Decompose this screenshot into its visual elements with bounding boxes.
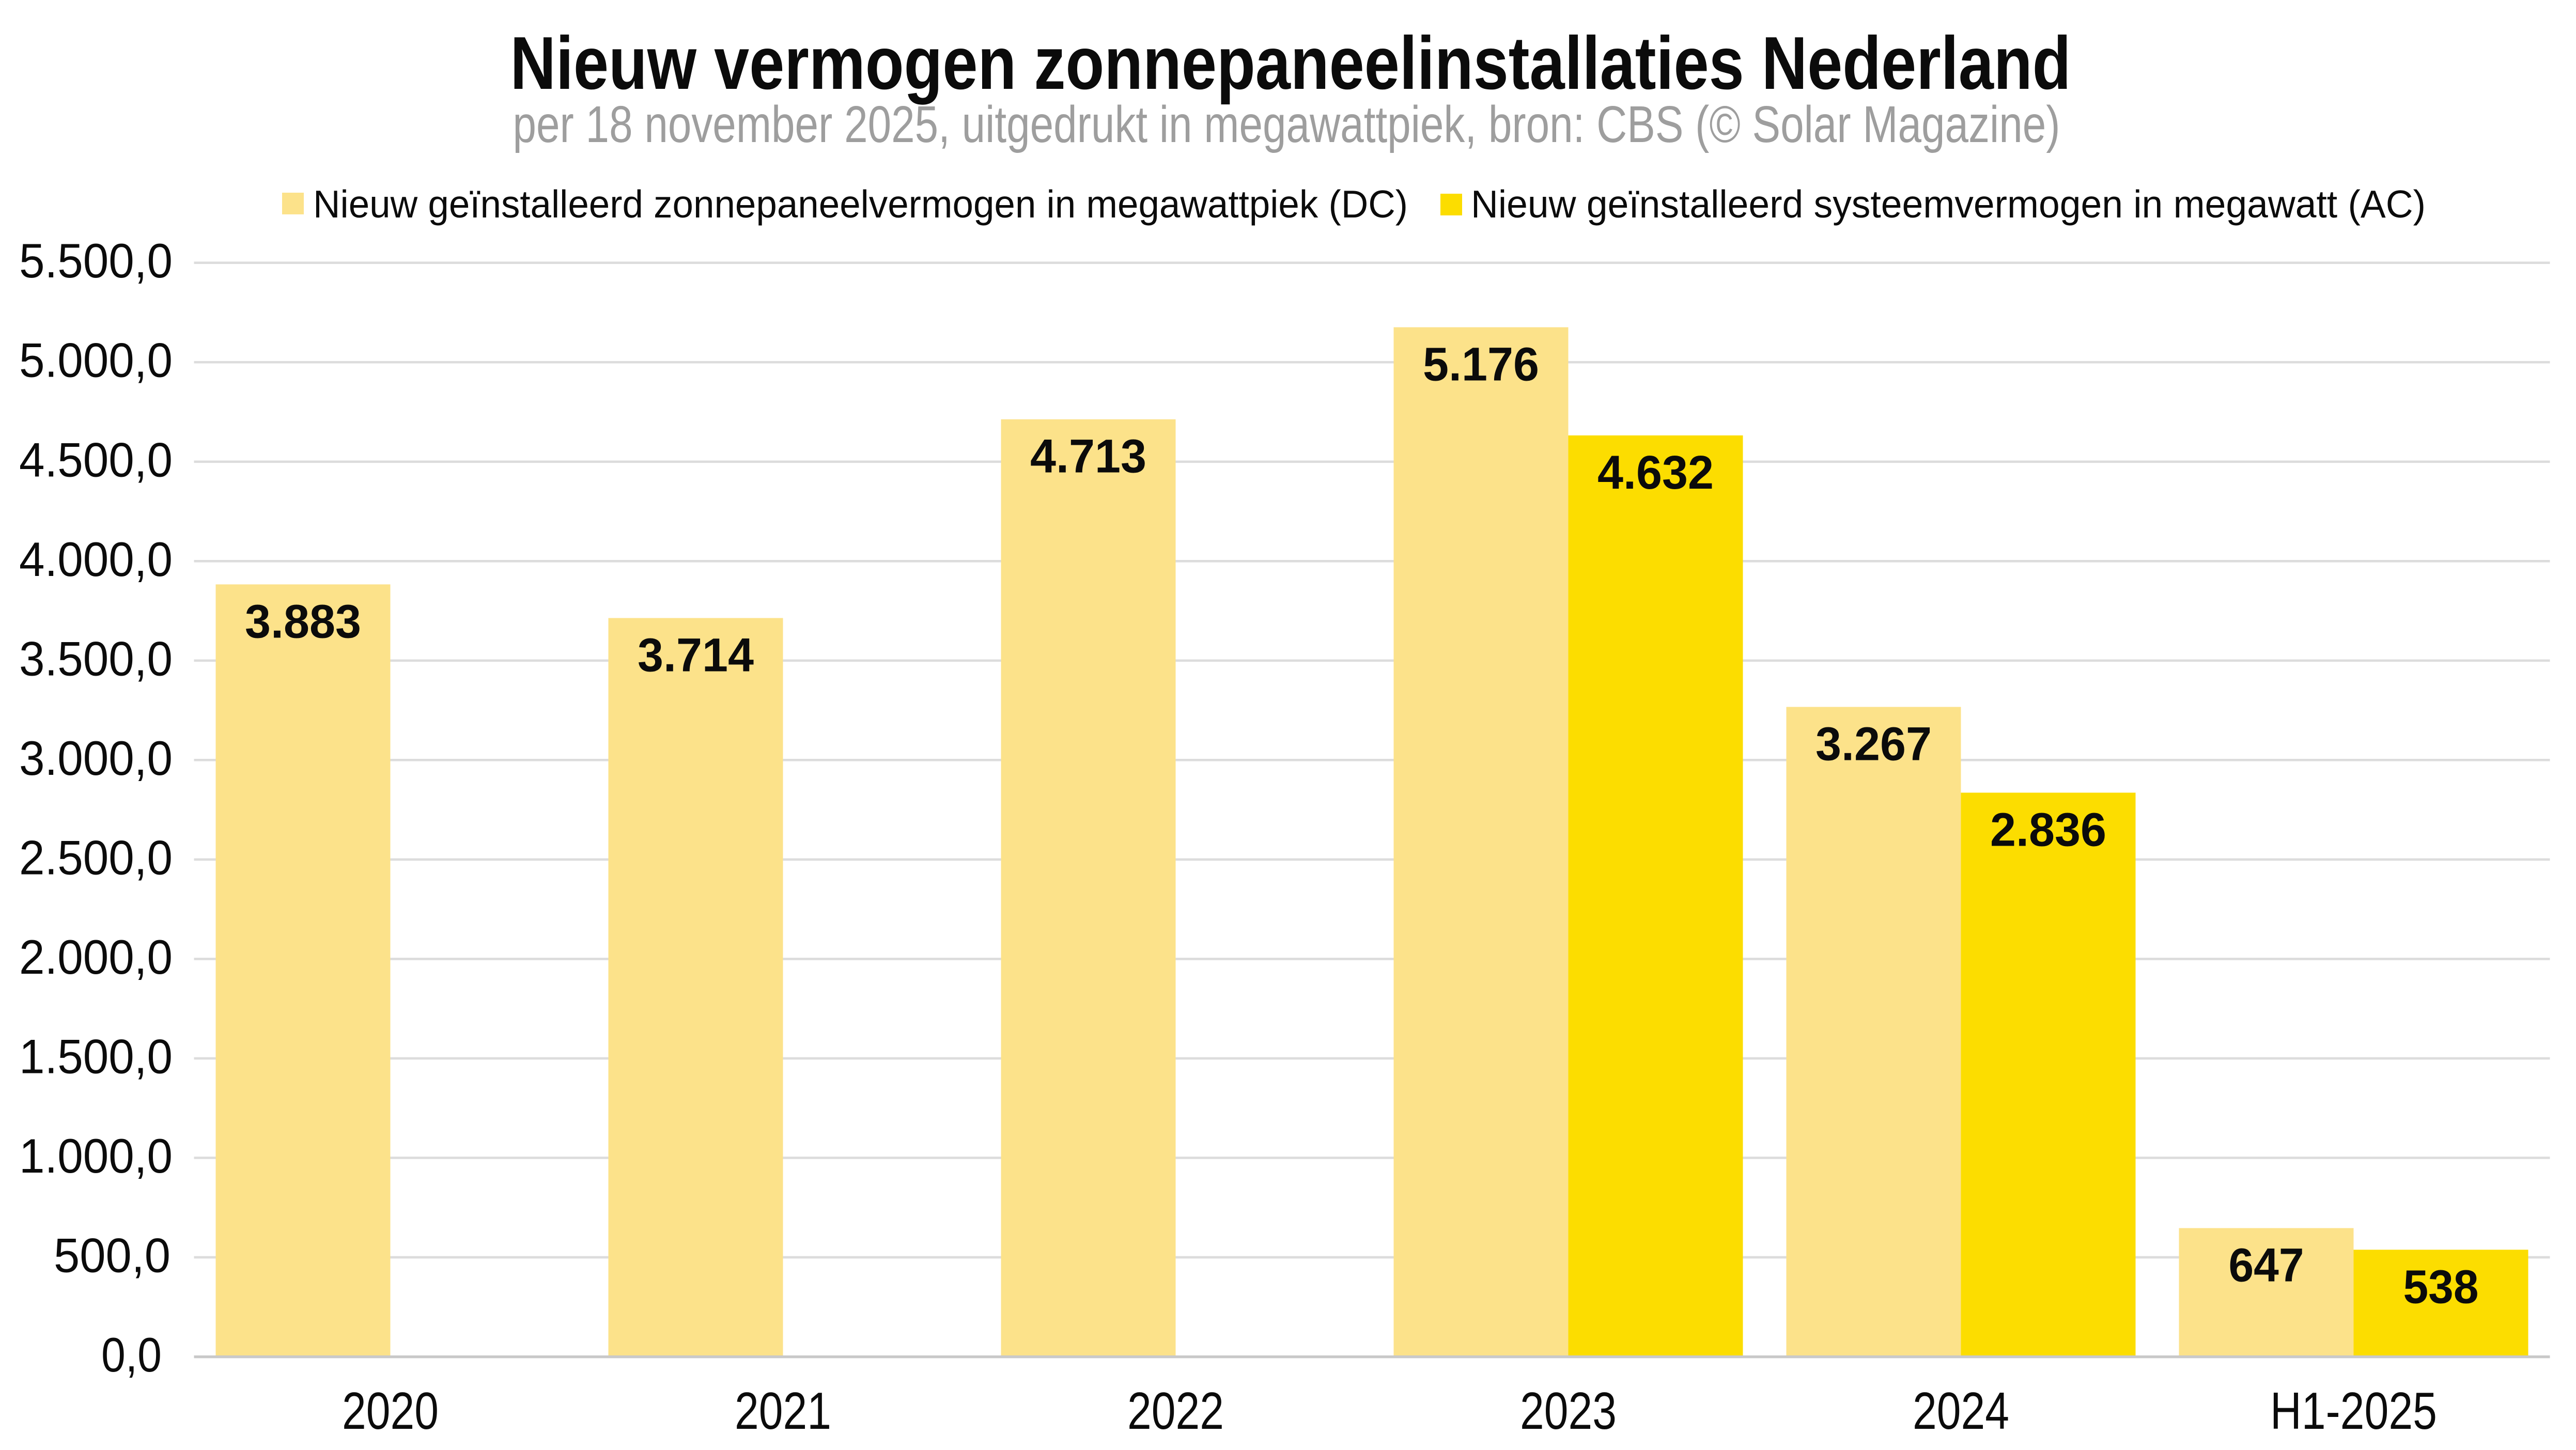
svg-text:2021: 2021 xyxy=(735,1382,831,1440)
svg-text:4.713: 4.713 xyxy=(1030,430,1146,483)
svg-text:2020: 2020 xyxy=(342,1382,439,1440)
svg-text:1.500,0: 1.500,0 xyxy=(19,1029,173,1083)
svg-text:Nieuw vermogen zonnepaneelinst: Nieuw vermogen zonnepaneelinstallaties N… xyxy=(510,21,2071,105)
svg-text:Nieuw geïnstalleerd systeemver: Nieuw geïnstalleerd systeemvermogen in m… xyxy=(1471,182,2426,226)
svg-text:3.714: 3.714 xyxy=(638,629,754,681)
svg-text:H1-2025: H1-2025 xyxy=(2270,1382,2437,1440)
svg-text:Nieuw geïnstalleerd zonnepanee: Nieuw geïnstalleerd zonnepaneelvermogen … xyxy=(313,182,1408,226)
svg-text:5.000,0: 5.000,0 xyxy=(19,333,173,387)
svg-text:per 18 november 2025, uitgedru: per 18 november 2025, uitgedrukt in mega… xyxy=(513,96,2060,153)
svg-text:4.000,0: 4.000,0 xyxy=(19,532,173,586)
svg-text:0,0: 0,0 xyxy=(101,1328,162,1382)
svg-text:2024: 2024 xyxy=(1913,1382,2009,1440)
svg-text:4.500,0: 4.500,0 xyxy=(19,432,173,487)
svg-text:538: 538 xyxy=(2403,1260,2479,1313)
svg-text:3.000,0: 3.000,0 xyxy=(19,731,173,785)
svg-text:1.000,0: 1.000,0 xyxy=(19,1129,173,1183)
svg-text:647: 647 xyxy=(2229,1239,2304,1291)
svg-text:3.500,0: 3.500,0 xyxy=(19,631,173,685)
svg-text:2.500,0: 2.500,0 xyxy=(19,830,173,884)
svg-text:4.632: 4.632 xyxy=(1597,446,1714,499)
svg-text:5.500,0: 5.500,0 xyxy=(19,233,173,288)
svg-text:500,0: 500,0 xyxy=(54,1228,170,1283)
svg-text:2023: 2023 xyxy=(1520,1382,1617,1440)
svg-text:3.883: 3.883 xyxy=(245,595,361,648)
svg-text:2022: 2022 xyxy=(1127,1382,1224,1440)
svg-text:5.176: 5.176 xyxy=(1423,338,1539,391)
svg-text:3.267: 3.267 xyxy=(1815,718,1932,771)
svg-text:2.000,0: 2.000,0 xyxy=(19,930,173,984)
svg-text:2.836: 2.836 xyxy=(1990,804,2106,856)
